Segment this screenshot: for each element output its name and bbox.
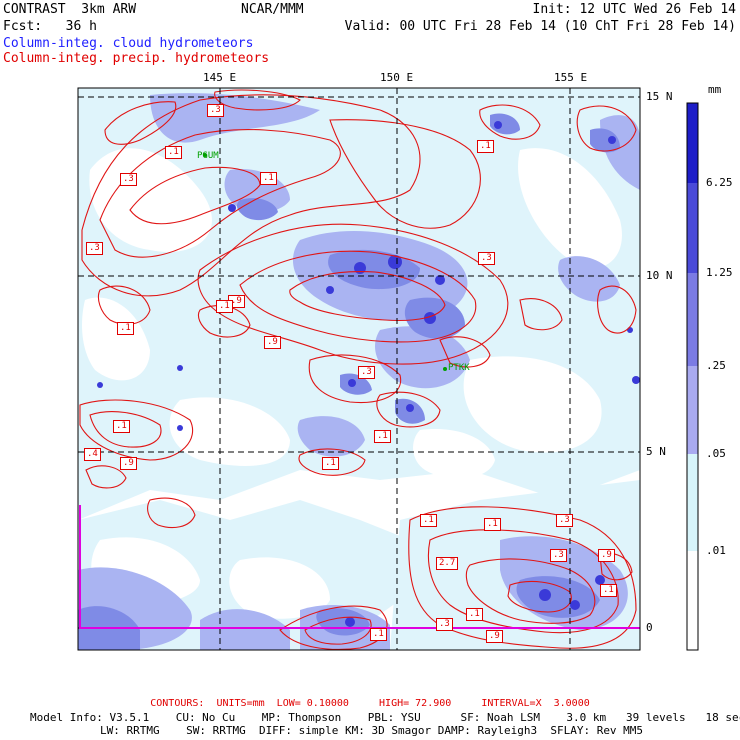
lat-label-15n: 15 N bbox=[646, 90, 673, 103]
colorbar-level-4: .05 bbox=[706, 447, 726, 460]
field-cloud-label: Column-integ. cloud hydrometeors bbox=[3, 36, 254, 51]
colorbar-level-5: .01 bbox=[706, 544, 726, 557]
forecast-hour: Fcst: 36 h bbox=[3, 19, 97, 34]
contour-label: .9 bbox=[598, 549, 615, 562]
center-name: NCAR/MMM bbox=[241, 2, 304, 17]
station-ptkk-marker bbox=[443, 367, 447, 371]
model-info-line-2: LW: RRTMG SW: RRTMG DIFF: simple KM: 3D … bbox=[100, 724, 644, 737]
map-frame bbox=[77, 87, 641, 651]
contour-label: .9 bbox=[264, 336, 281, 349]
contour-label: .9 bbox=[486, 630, 503, 643]
lon-label-155: 155 E bbox=[554, 71, 588, 84]
field-precip-label: Column-integ. precip. hydrometeors bbox=[3, 51, 270, 66]
contour-label: .1 bbox=[165, 146, 182, 159]
contour-label: .1 bbox=[260, 172, 277, 185]
contour-label: .3 bbox=[120, 173, 137, 186]
contour-label: .3 bbox=[550, 549, 567, 562]
colorbar-unit: mm bbox=[708, 83, 722, 96]
contour-label: .1 bbox=[600, 584, 617, 597]
contour-label: .3 bbox=[358, 366, 375, 379]
station-pgum-marker bbox=[203, 153, 207, 157]
station-label-pgum: PGUM bbox=[197, 151, 219, 161]
contour-label: .3 bbox=[556, 514, 573, 527]
contour-label: .4 bbox=[84, 448, 101, 461]
lat-label-5n: 5 N bbox=[646, 445, 666, 458]
contour-label: .1 bbox=[117, 322, 134, 335]
station-label-ptkk: PTKK bbox=[448, 363, 470, 373]
model-info-line-1: Model Info: V3.5.1 CU: No Cu MP: Thompso… bbox=[30, 711, 740, 724]
colorbar-level-3: .25 bbox=[706, 359, 726, 372]
contour-label: .1 bbox=[420, 514, 437, 527]
field-layer bbox=[78, 88, 640, 650]
contour-label: .1 bbox=[466, 608, 483, 621]
init-time: Init: 12 UTC Wed 26 Feb 14 bbox=[532, 2, 737, 17]
domain-boundary bbox=[79, 505, 640, 629]
contour-label: .1 bbox=[484, 518, 501, 531]
contour-label: 2.7 bbox=[436, 557, 459, 570]
contour-label: .9 bbox=[120, 457, 137, 470]
contour-label: .1 bbox=[370, 628, 387, 641]
lon-label-150: 150 E bbox=[380, 71, 414, 84]
colorbar bbox=[686, 102, 699, 651]
colorbar-bin-1 bbox=[687, 103, 698, 183]
contour-label: .1 bbox=[477, 140, 494, 153]
colorbar-level-2: 1.25 bbox=[706, 266, 733, 279]
contours-info: CONTOURS: UNITS=mm LOW= 0.10000 HIGH= 72… bbox=[150, 698, 590, 709]
colorbar-bin-5 bbox=[687, 454, 698, 551]
contour-label: .1 bbox=[216, 300, 233, 313]
contour-label: .3 bbox=[436, 618, 453, 631]
colorbar-bin-6 bbox=[687, 551, 698, 650]
lon-label-145: 145 E bbox=[203, 71, 237, 84]
contour-label: .3 bbox=[86, 242, 103, 255]
lat-label-0: 0 bbox=[646, 621, 653, 634]
colorbar-level-1: 6.25 bbox=[706, 176, 733, 189]
contour-label: .1 bbox=[374, 430, 391, 443]
lat-label-10n: 10 N bbox=[646, 269, 673, 282]
clear-areas bbox=[82, 148, 622, 619]
valid-time: Valid: 00 UTC Fri 28 Feb 14 (10 ChT Fri … bbox=[344, 19, 736, 34]
colorbar-bin-3 bbox=[687, 273, 698, 366]
contour-label: .3 bbox=[207, 104, 224, 117]
colorbar-bin-2 bbox=[687, 183, 698, 273]
contour-label: .1 bbox=[113, 420, 130, 433]
colorbar-bin-4 bbox=[687, 366, 698, 454]
contour-label: .1 bbox=[322, 457, 339, 470]
contour-label: .3 bbox=[478, 252, 495, 265]
model-title: CONTRAST 3km ARW bbox=[3, 2, 137, 17]
